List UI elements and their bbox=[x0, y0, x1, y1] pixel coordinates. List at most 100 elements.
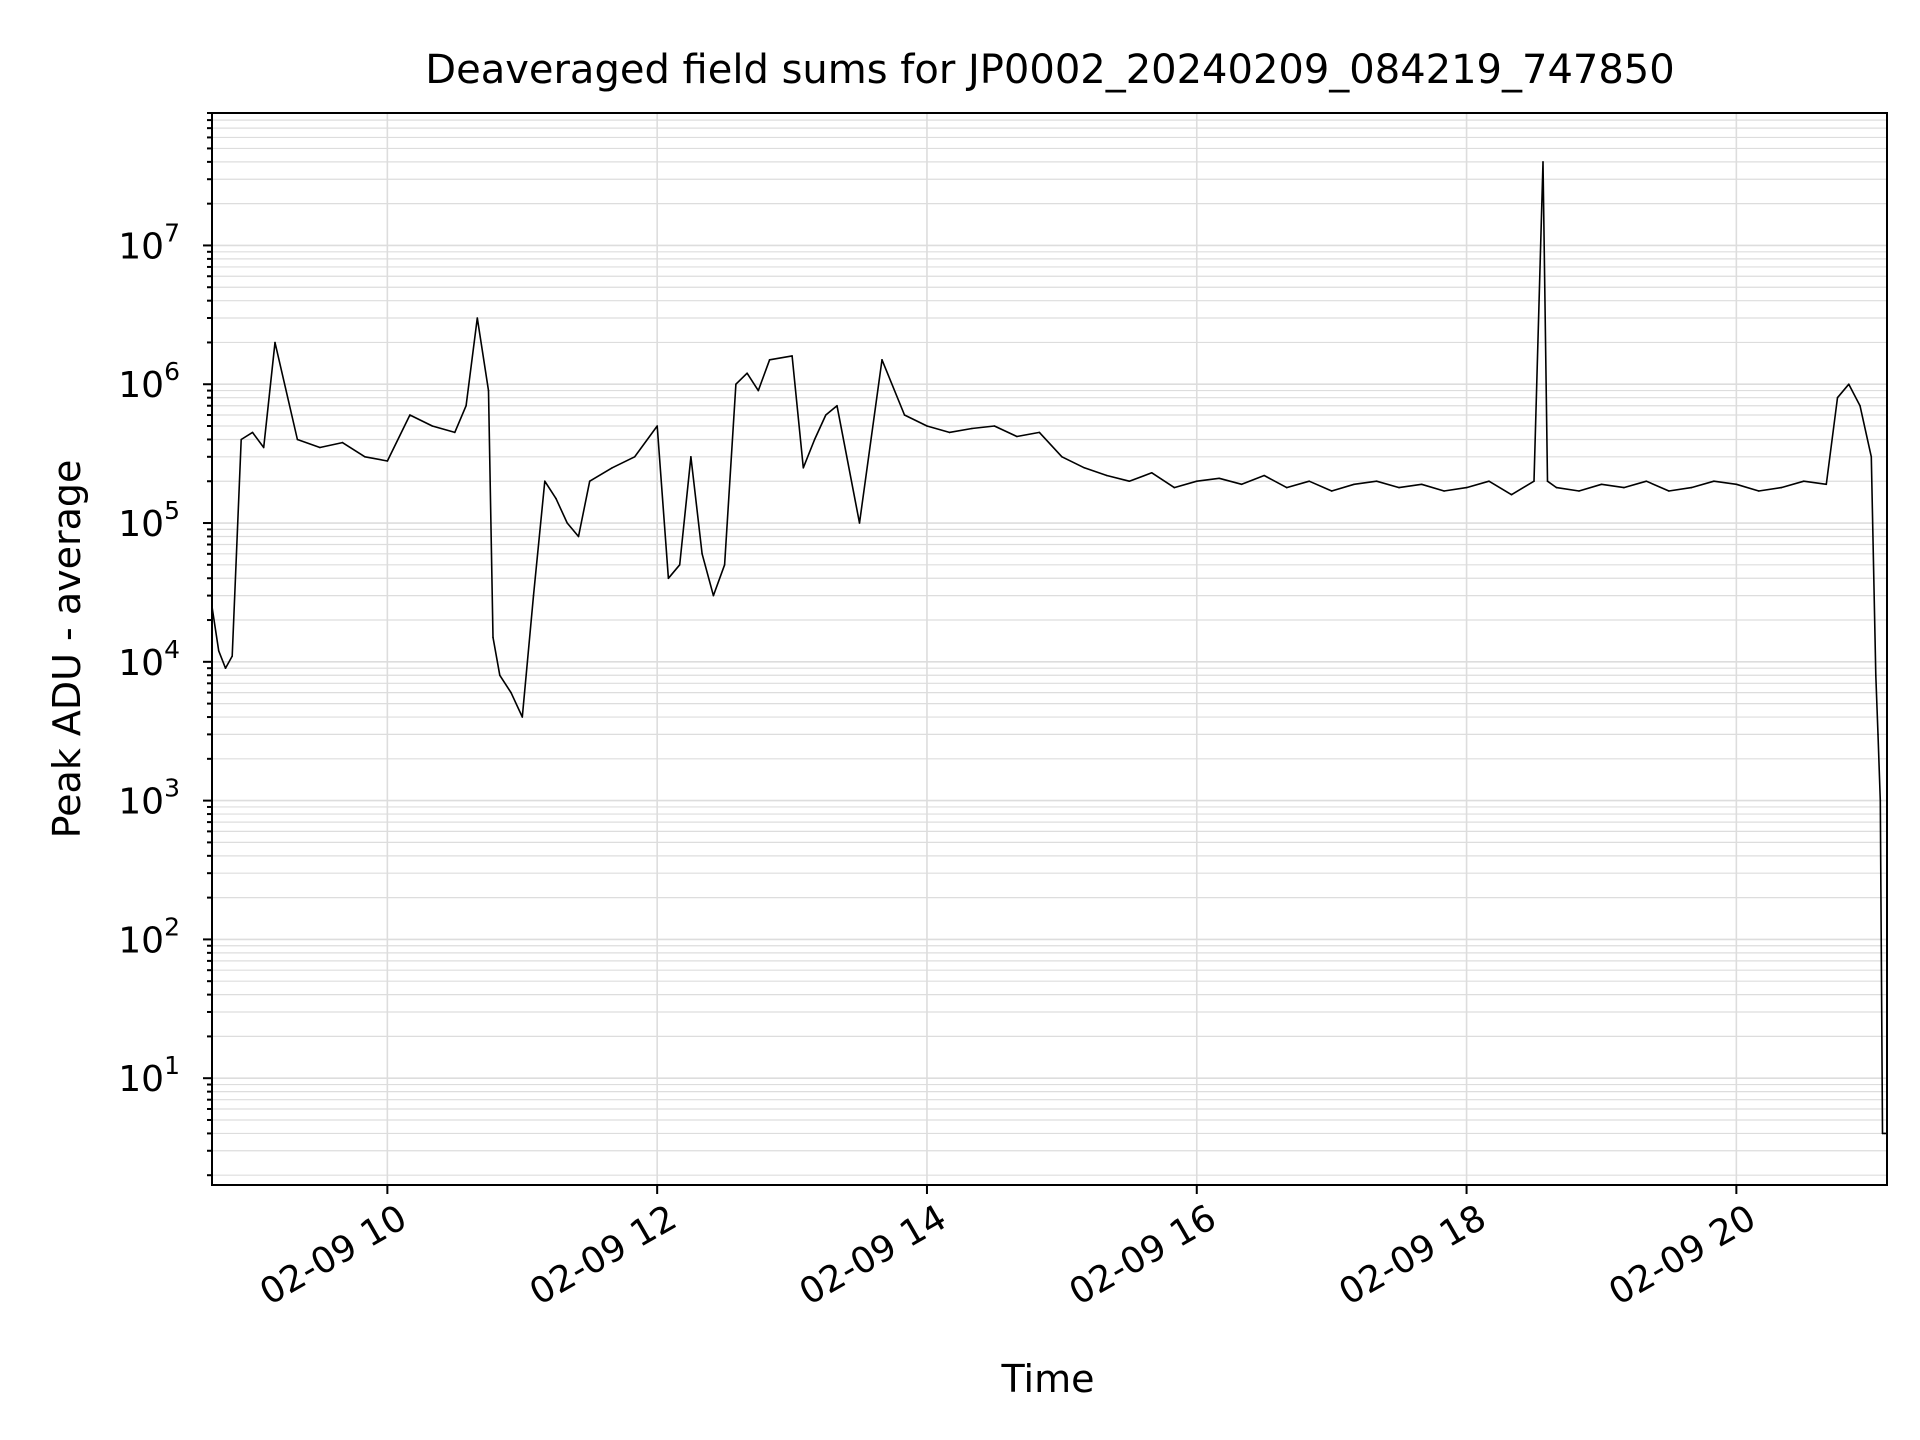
data-point bbox=[588, 480, 591, 483]
data-point bbox=[1061, 456, 1063, 458]
data-point bbox=[492, 636, 494, 639]
data-point bbox=[735, 383, 737, 386]
data-point bbox=[723, 564, 726, 566]
data-point bbox=[1877, 733, 1879, 736]
data-point bbox=[1690, 486, 1693, 489]
data-point bbox=[1083, 467, 1086, 469]
data-point bbox=[1196, 480, 1198, 483]
data-point bbox=[544, 480, 546, 483]
data-point bbox=[251, 431, 254, 434]
plot-frame bbox=[211, 112, 1888, 1186]
data-point bbox=[1240, 483, 1243, 486]
data-point bbox=[476, 317, 479, 319]
data-point bbox=[791, 355, 793, 357]
data-point bbox=[1578, 490, 1580, 492]
data-point bbox=[1488, 480, 1490, 483]
data-point bbox=[1713, 480, 1715, 483]
data-point bbox=[521, 716, 524, 718]
data-point bbox=[1420, 483, 1423, 486]
data-point bbox=[1443, 490, 1445, 492]
data-point bbox=[633, 456, 636, 458]
data-point bbox=[1128, 480, 1131, 483]
data-point bbox=[768, 359, 771, 361]
data-point bbox=[274, 341, 276, 344]
data-point bbox=[1263, 474, 1265, 477]
data-point bbox=[532, 594, 535, 597]
data-point bbox=[948, 431, 951, 434]
data-point bbox=[611, 467, 613, 469]
data-point bbox=[926, 425, 928, 427]
data-point bbox=[577, 535, 580, 538]
data-point bbox=[465, 404, 467, 407]
data-point bbox=[1353, 483, 1355, 486]
data-point bbox=[1879, 799, 1882, 802]
data-point bbox=[858, 522, 861, 524]
data-point bbox=[802, 467, 805, 469]
y-tick-label: 101 bbox=[118, 1051, 180, 1100]
data-point bbox=[881, 359, 883, 361]
data-point bbox=[217, 650, 220, 652]
data-point bbox=[262, 446, 265, 449]
y-axis-label: Peak ADU - average bbox=[45, 460, 89, 839]
data-point bbox=[1546, 480, 1549, 483]
data-point bbox=[1151, 472, 1153, 474]
data-point bbox=[1836, 396, 1839, 399]
data-point bbox=[825, 414, 827, 416]
data-point bbox=[1465, 486, 1468, 489]
data-point bbox=[1330, 490, 1333, 492]
data-point bbox=[1106, 474, 1108, 477]
data-point bbox=[296, 438, 299, 441]
data-point bbox=[341, 441, 344, 444]
data-point bbox=[667, 577, 670, 580]
data-point bbox=[656, 425, 658, 427]
data-point bbox=[1398, 486, 1400, 489]
y-tick-label: 102 bbox=[118, 912, 180, 961]
data-point bbox=[1038, 431, 1041, 434]
data-point bbox=[1218, 477, 1220, 480]
data-point bbox=[836, 404, 838, 407]
data-point bbox=[1848, 383, 1850, 386]
data-point bbox=[566, 522, 568, 524]
data-point bbox=[1668, 490, 1670, 492]
data-point bbox=[746, 372, 748, 375]
data-point bbox=[690, 456, 692, 458]
series-layer bbox=[211, 161, 1888, 1135]
data-point bbox=[1510, 493, 1513, 496]
data-point bbox=[510, 691, 512, 694]
data-point bbox=[1803, 480, 1805, 483]
data-point bbox=[431, 425, 434, 427]
data-point bbox=[1308, 480, 1310, 483]
data-point bbox=[1600, 483, 1603, 486]
data-point bbox=[1016, 435, 1018, 438]
data-point bbox=[1859, 404, 1861, 407]
data-point bbox=[1173, 486, 1176, 489]
data-point bbox=[1375, 480, 1378, 483]
y-tick-label: 107 bbox=[118, 218, 180, 267]
data-point bbox=[1285, 486, 1288, 489]
data-point bbox=[364, 456, 366, 458]
data-point bbox=[224, 667, 227, 669]
data-point bbox=[971, 427, 973, 430]
data-point bbox=[701, 553, 703, 555]
data-point bbox=[813, 438, 816, 441]
data-point bbox=[1758, 490, 1760, 492]
grid-layer bbox=[212, 112, 1887, 1185]
y-tick-label: 104 bbox=[118, 635, 180, 684]
data-point bbox=[1623, 486, 1625, 489]
data-point bbox=[1884, 1132, 1886, 1135]
data-point bbox=[409, 414, 411, 416]
y-tick-label: 106 bbox=[118, 357, 180, 406]
data-point bbox=[1881, 1132, 1884, 1135]
y-tick-label: 103 bbox=[118, 774, 180, 823]
data-point bbox=[678, 564, 681, 566]
data-point bbox=[454, 431, 456, 434]
y-tick-label: 105 bbox=[118, 496, 180, 545]
chart-title: Deaveraged field sums for JP0002_2024020… bbox=[425, 47, 1674, 93]
data-point bbox=[1533, 480, 1535, 483]
data-point bbox=[487, 389, 490, 392]
data-point bbox=[903, 414, 906, 416]
data-point bbox=[712, 594, 715, 597]
data-point bbox=[1542, 161, 1544, 163]
